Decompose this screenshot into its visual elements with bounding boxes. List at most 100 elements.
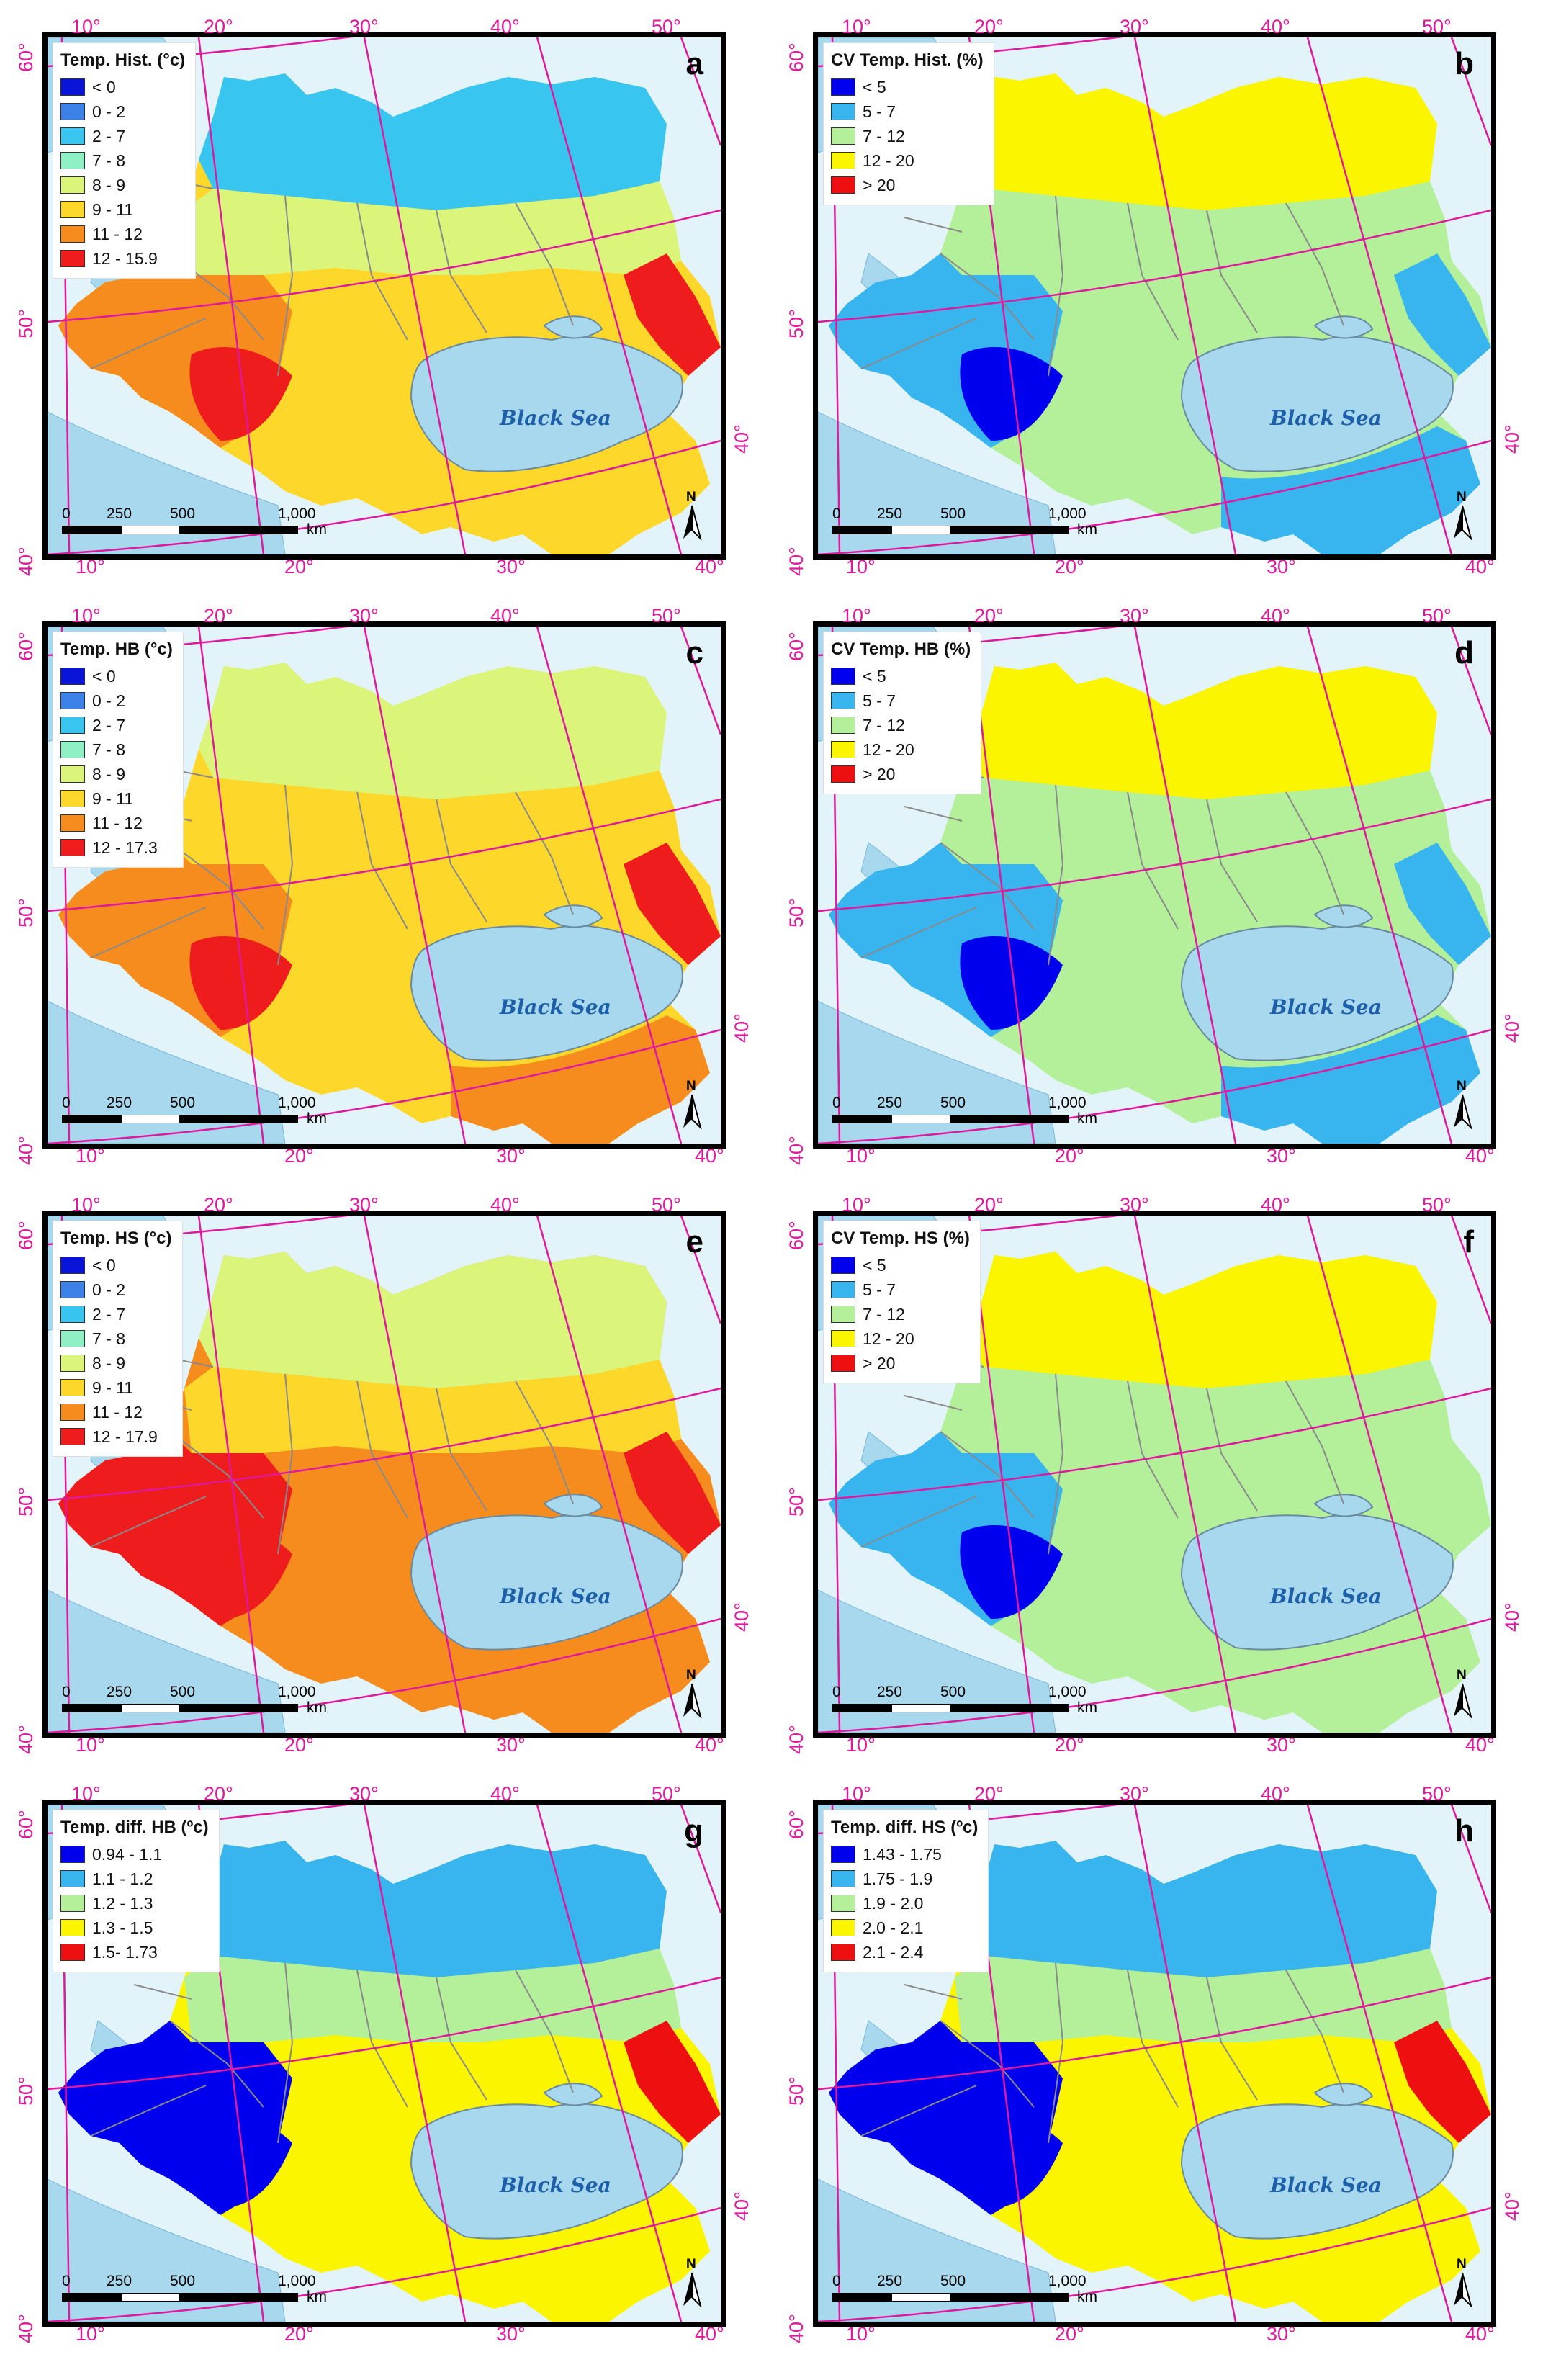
- azov-sea: [543, 2083, 603, 2106]
- panel-letter: d: [1454, 635, 1474, 670]
- scale-bar-graphic: [62, 2293, 298, 2302]
- top-tick: 30°: [1120, 16, 1149, 37]
- scale-label-500: 500: [170, 1684, 196, 1700]
- map-canvas: [818, 37, 1491, 554]
- legend-swatch: [831, 668, 855, 685]
- legend-label: 9 - 11: [92, 789, 134, 808]
- map-canvas: [818, 1805, 1491, 2322]
- bottom-tick: 10°: [846, 556, 876, 578]
- legend-label: 9 - 11: [92, 1378, 134, 1397]
- legend-label: < 0: [92, 1255, 116, 1275]
- scale-unit: km: [1077, 1110, 1097, 1127]
- map-canvas: [818, 1216, 1491, 1733]
- legend-item: 1.2 - 1.3: [60, 1891, 209, 1916]
- legend-label: 5 - 7: [863, 1280, 896, 1299]
- top-tick: 50°: [652, 1194, 681, 1216]
- scale-label-500: 500: [170, 1095, 196, 1111]
- legend-swatch: [60, 1870, 85, 1887]
- scale-bar-graphic: [832, 2293, 1069, 2302]
- bottom-tick: 10°: [76, 556, 105, 578]
- region-east-zone: [1394, 1432, 1491, 1554]
- bottom-tick: 30°: [496, 2323, 526, 2345]
- region-east-zone: [624, 2021, 721, 2143]
- top-tick: 40°: [1261, 1194, 1290, 1216]
- legend-title: Temp. HB (°c): [60, 639, 173, 659]
- region-east-zone: [624, 843, 721, 965]
- legend-label: > 20: [863, 764, 896, 783]
- legend-swatch: [60, 225, 85, 243]
- map-frame: Black Sea CV Temp. HB (%) < 5 5 - 7 7 - 12…: [813, 621, 1496, 1149]
- scale-bar: 0 250 500 1,000 km: [62, 1684, 328, 1720]
- left-tick: 50°: [15, 1487, 37, 1517]
- region-east-zone: [1394, 2021, 1491, 2143]
- scale-unit: km: [1077, 1699, 1097, 1716]
- panel-letter: a: [685, 46, 703, 81]
- legend-label: 5 - 7: [863, 102, 896, 121]
- black-sea-label: Black Sea: [1270, 2173, 1382, 2197]
- scale-bar: 0 250 500 1,000 km: [62, 506, 328, 542]
- legend-label: 1.9 - 2.0: [863, 1893, 924, 1913]
- legend-label: 12 - 15.9: [92, 248, 158, 268]
- legend-swatch: [60, 201, 85, 218]
- legend-swatch: [60, 1330, 85, 1347]
- map-canvas: [48, 37, 721, 554]
- legend-item: < 5: [831, 75, 984, 99]
- legend-label: > 20: [863, 175, 896, 194]
- left-tick: 50°: [786, 898, 807, 928]
- scale-label-250: 250: [877, 1684, 903, 1700]
- legend-swatch: [831, 1306, 855, 1323]
- legend-swatch: [60, 717, 85, 734]
- azov-sea: [1313, 315, 1374, 339]
- top-tick: 20°: [974, 1783, 1004, 1805]
- left-tick: 60°: [15, 632, 37, 661]
- panel-letter: c: [685, 635, 703, 670]
- legend-item: 11 - 12: [60, 222, 185, 246]
- left-tick: 40°: [15, 1725, 37, 1754]
- map-frame: Black Sea CV Temp. HS (%) < 5 5 - 7 7 - 12…: [813, 1211, 1496, 1738]
- scale-label-500: 500: [170, 506, 196, 522]
- black-sea: [410, 2103, 683, 2240]
- region-north-zone: [969, 1841, 1437, 1977]
- legend-label: 0 - 2: [92, 1280, 126, 1299]
- mediterranean-sea: [818, 1589, 1056, 1733]
- scale-label-0: 0: [832, 1095, 841, 1111]
- region-hotspot: [960, 936, 1063, 1030]
- legend-swatch: [60, 1428, 85, 1445]
- panel-letter: e: [685, 1224, 703, 1259]
- bottom-tick: 20°: [284, 2323, 314, 2345]
- region-north-zone: [969, 73, 1437, 210]
- legend-label: < 5: [863, 77, 886, 96]
- legend-item: 0 - 2: [60, 688, 173, 713]
- north-label: N: [686, 2257, 696, 2272]
- scale-label-500: 500: [170, 2273, 196, 2289]
- mediterranean-sea: [818, 411, 1056, 554]
- legend-item: 8 - 9: [60, 1351, 172, 1375]
- right-tick: 40°: [1501, 1013, 1523, 1043]
- black-sea-label: Black Sea: [500, 2173, 611, 2197]
- legend-swatch: [60, 839, 85, 856]
- region-north-zone: [199, 1252, 667, 1388]
- legend-item: 12 - 20: [831, 148, 984, 173]
- legend-label: < 0: [92, 666, 116, 686]
- north-label: N: [1457, 2257, 1467, 2272]
- scale-label-0: 0: [62, 506, 71, 522]
- region-south-zone: [1221, 2193, 1480, 2322]
- legend-items: < 0 0 - 2 2 - 7 7 - 8 8 - 9 9 - 11 11 - 12 12 -…: [60, 1253, 172, 1449]
- legend-item: 7 - 12: [831, 124, 984, 148]
- top-tick: 50°: [1422, 605, 1452, 627]
- legend-item: 12 - 17.9: [60, 1424, 172, 1449]
- bottom-tick: 40°: [695, 1734, 724, 1756]
- panel-letter: g: [684, 1813, 703, 1849]
- scale-label-0: 0: [832, 506, 841, 522]
- north-label: N: [686, 1668, 696, 1683]
- top-tick: 50°: [1422, 16, 1452, 37]
- legend-swatch: [831, 1846, 855, 1863]
- legend-swatch: [831, 1870, 855, 1887]
- legend-item: 9 - 11: [60, 1375, 172, 1400]
- top-tick: 30°: [1120, 605, 1149, 627]
- left-tick: 50°: [786, 309, 807, 338]
- legend-item: 1.3 - 1.5: [60, 1916, 209, 1940]
- region-hotspot: [189, 347, 292, 441]
- legend-item: 11 - 12: [60, 1400, 172, 1424]
- azov-sea: [543, 315, 603, 339]
